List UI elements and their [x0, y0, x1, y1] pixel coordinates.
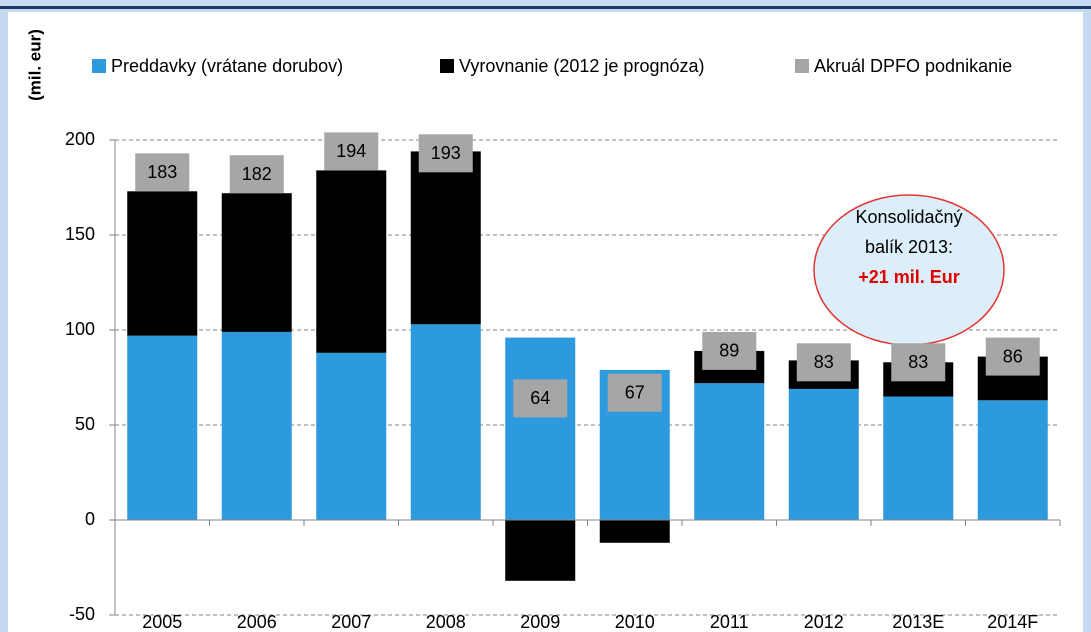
- bar-segment: [410, 324, 481, 520]
- y-axis-label: (mil. eur): [25, 29, 44, 101]
- value-box: [891, 343, 946, 382]
- bar-segment: [410, 151, 481, 325]
- value-box: [324, 132, 379, 171]
- bar-segment: [599, 520, 670, 543]
- data-label: 83: [814, 352, 834, 372]
- value-box: [513, 379, 568, 418]
- annotation-line: balík 2013:: [865, 237, 953, 257]
- data-label: 193: [431, 143, 461, 163]
- bar-segment: [316, 170, 387, 353]
- y-tick-label: 0: [85, 509, 95, 529]
- legend-label: Preddavky (vrátane dorubov): [111, 56, 343, 76]
- annotation-line: Konsolidačný: [855, 207, 962, 227]
- bar-segment: [788, 388, 859, 520]
- x-tick-label: 2008: [426, 612, 466, 632]
- x-tick-label: 2007: [331, 612, 371, 632]
- x-tick-label: 2006: [237, 612, 277, 632]
- data-label: 67: [625, 382, 645, 402]
- value-box: [702, 331, 757, 370]
- bar-segment: [694, 383, 765, 520]
- y-tick-label: 100: [65, 319, 95, 339]
- bar-segment: [221, 331, 292, 520]
- bar-segment: [127, 335, 198, 520]
- legend-swatch: [795, 59, 809, 73]
- x-tick-label: 2009: [520, 612, 560, 632]
- x-tick-label: 2005: [142, 612, 182, 632]
- x-tick-label: 2012: [804, 612, 844, 632]
- bar-segment: [977, 400, 1048, 520]
- value-box: [135, 153, 190, 192]
- legend-swatch: [440, 59, 454, 73]
- data-label: 194: [336, 141, 366, 161]
- data-label: 64: [530, 388, 550, 408]
- value-box: [796, 343, 851, 382]
- y-tick-label: 50: [75, 414, 95, 434]
- data-label: 182: [242, 164, 272, 184]
- bar-segment: [505, 337, 576, 520]
- x-tick-label: 2013E: [892, 612, 944, 632]
- bar-segment: [221, 193, 292, 332]
- y-tick-label: -50: [69, 604, 95, 624]
- legend-swatch: [92, 59, 106, 73]
- data-label: 83: [908, 352, 928, 372]
- data-label: 89: [719, 341, 739, 361]
- bar-segment: [127, 191, 198, 336]
- value-box: [229, 155, 284, 194]
- x-tick-label: 2014F: [987, 612, 1038, 632]
- bar-segment: [883, 396, 954, 520]
- y-tick-label: 200: [65, 129, 95, 149]
- data-label: 183: [147, 162, 177, 182]
- annotation-highlight: +21 mil. Eur: [858, 267, 960, 287]
- value-box: [418, 134, 473, 173]
- value-box: [985, 337, 1040, 376]
- legend-label: Akruál DPFO podnikanie: [814, 56, 1012, 76]
- top-rule: [0, 6, 1091, 9]
- data-label: 86: [1003, 346, 1023, 366]
- value-box: [607, 373, 662, 412]
- y-tick-label: 150: [65, 224, 95, 244]
- x-tick-label: 2011: [710, 612, 749, 632]
- x-tick-label: 2010: [615, 612, 655, 632]
- bars: [115, 139, 1060, 616]
- bar-segment: [316, 352, 387, 520]
- bar-segment: [505, 520, 576, 581]
- legend-label: Vyrovnanie (2012 je prognóza): [459, 56, 705, 76]
